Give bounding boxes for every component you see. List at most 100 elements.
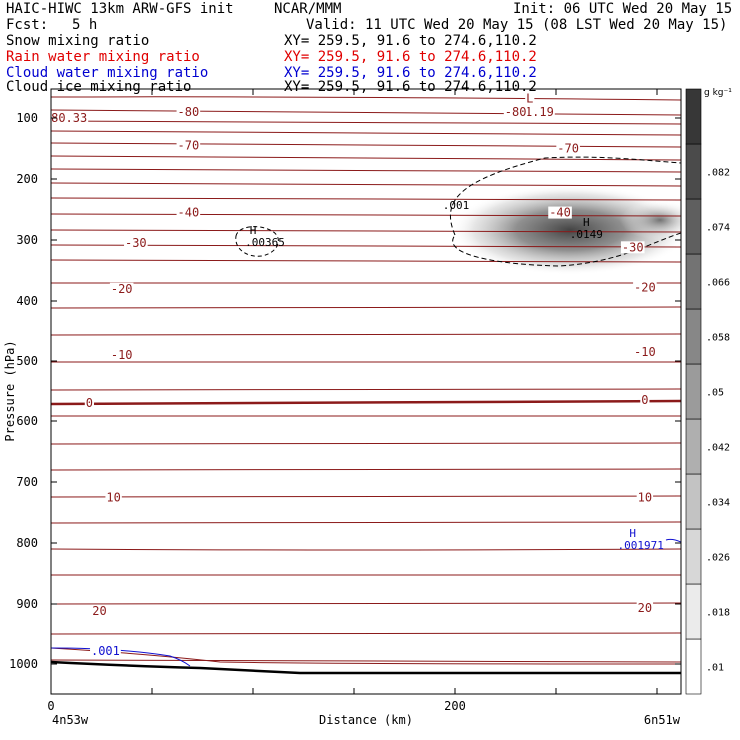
x-axis-label: Distance (km)	[319, 713, 413, 727]
y-tick-label: 1000	[9, 657, 38, 671]
isotherm-label: 80.33	[51, 111, 87, 125]
isotherm-label: 20	[92, 604, 106, 618]
x-right-endpoint: 6n51w	[644, 713, 681, 727]
colorbar-bin	[685, 363, 702, 420]
snow-max-value: .0149	[570, 228, 603, 241]
y-tick-label: 400	[16, 294, 38, 308]
freezing-level-contour	[51, 399, 681, 406]
colorbar-bin	[685, 418, 702, 475]
isotherm	[51, 632, 681, 635]
field-name-cloud-ice: Cloud ice mixing ratio	[6, 79, 192, 95]
ice-max-marker: H	[250, 224, 257, 237]
y-tick-label: 500	[16, 354, 38, 368]
colorbar-bin	[685, 198, 702, 255]
colorbar-bin	[685, 473, 702, 530]
isotherm	[51, 521, 681, 524]
y-axis-label: Pressure (hPa)	[3, 340, 17, 441]
snow-outer-contour-label: .001	[443, 199, 470, 212]
isotherm-label: -20	[634, 281, 656, 295]
colorbar-level-label: .082	[706, 168, 730, 179]
isotherm-label: -70	[557, 142, 579, 156]
isotherm-label-bg	[548, 206, 572, 219]
isotherm-label: -80	[505, 105, 527, 119]
y-tick-label: 800	[16, 536, 38, 550]
isotherm	[51, 142, 681, 148]
colorbar-level-label: .074	[706, 223, 730, 234]
isotherm	[51, 388, 681, 391]
isotherm-label: L	[526, 91, 533, 105]
cloud-water-label: .001	[91, 644, 120, 658]
colorbar-level-label: .01	[706, 663, 724, 674]
ice-max-value: .00365	[245, 236, 285, 249]
isotherm-label-bg	[640, 394, 650, 406]
field-name-cloud-water: Cloud water mixing ratio	[6, 65, 209, 81]
y-tick-label: 100	[16, 111, 38, 125]
isotherm-label-bg	[109, 349, 134, 361]
org-label: NCAR/MMM	[274, 1, 342, 17]
colorbar-unit: g kg⁻¹	[704, 88, 732, 98]
cloud-water-label-bg	[90, 645, 121, 657]
colorbar-bin	[685, 88, 702, 145]
isotherm-label-bg	[525, 92, 535, 105]
isotherm	[51, 333, 681, 336]
isotherm	[51, 120, 681, 125]
isotherm-label-bg	[176, 206, 201, 219]
isotherm	[51, 213, 681, 217]
colorbar-level-label: .042	[706, 443, 730, 454]
field-xy-rain: XY= 259.5, 91.6 to 274.6,110.2	[284, 49, 537, 65]
colorbar-level-label: .05	[706, 388, 724, 399]
field-xy-cloud-ice: XY= 259.5, 91.6 to 274.6,110.2	[284, 79, 537, 95]
cloud-water-max-marker: H	[629, 527, 636, 540]
snow-shading-edge	[620, 200, 681, 240]
isotherm	[51, 259, 681, 263]
isotherm	[51, 155, 681, 161]
cloud-water-contour	[51, 647, 191, 667]
isotherm-label: -40	[549, 206, 571, 220]
isotherm-label: -10	[634, 345, 656, 359]
isotherm	[51, 182, 681, 187]
cloud-water-contour-right	[665, 538, 681, 543]
colorbar-level-label: .026	[706, 553, 730, 564]
isotherm	[51, 168, 681, 173]
isotherm-label-bg	[636, 602, 654, 615]
snow-outer-contour	[450, 156, 681, 267]
isotherm	[51, 602, 681, 605]
x-left-endpoint: 4n53w	[52, 713, 89, 727]
isotherm-label-bg	[91, 605, 108, 618]
model-title: HAIC-HIWC 13km ARW-GFS init	[6, 1, 234, 17]
isotherm	[51, 548, 681, 551]
isotherm	[51, 96, 681, 101]
isotherm-low	[51, 647, 681, 665]
colorbar-level-label: .066	[706, 278, 730, 289]
isotherm-label-bg	[503, 105, 528, 118]
isotherm-label-bg	[84, 397, 94, 409]
isotherm-label: -70	[178, 138, 200, 152]
colorbar-level-label: .018	[706, 608, 730, 619]
colorbar-bin	[685, 638, 702, 695]
isotherm-label-bg	[636, 491, 654, 504]
field-xy-cloud-water: XY= 259.5, 91.6 to 274.6,110.2	[284, 65, 537, 81]
isotherm-label-bg	[556, 142, 580, 155]
isotherm	[51, 495, 681, 498]
colorbar-bin	[685, 308, 702, 365]
isotherm-label-bg	[124, 237, 148, 250]
y-tick-label: 700	[16, 475, 38, 489]
isotherm-label-bg	[620, 241, 645, 254]
field-name-rain: Rain water mixing ratio	[6, 49, 200, 65]
forecast-hour: 5 h	[72, 17, 98, 33]
x-tick-label: 200	[444, 699, 466, 713]
isotherm-label: -80	[178, 105, 200, 119]
colorbar-bin	[685, 253, 702, 310]
y-tick-label: 300	[16, 233, 38, 247]
colorbar-level-label: .058	[706, 333, 730, 344]
terrain-line	[51, 660, 681, 675]
isotherm	[51, 229, 681, 233]
snow-max-marker: H	[583, 216, 590, 229]
y-tick-label: 900	[16, 597, 38, 611]
plot-frame	[50, 88, 682, 695]
isotherm	[51, 468, 681, 471]
colorbar-bin	[685, 583, 702, 640]
isotherm-label-bg	[50, 112, 89, 124]
isotherm-label: 0	[86, 396, 93, 410]
field-xy-snow: XY= 259.5, 91.6 to 274.6,110.2	[284, 33, 537, 49]
